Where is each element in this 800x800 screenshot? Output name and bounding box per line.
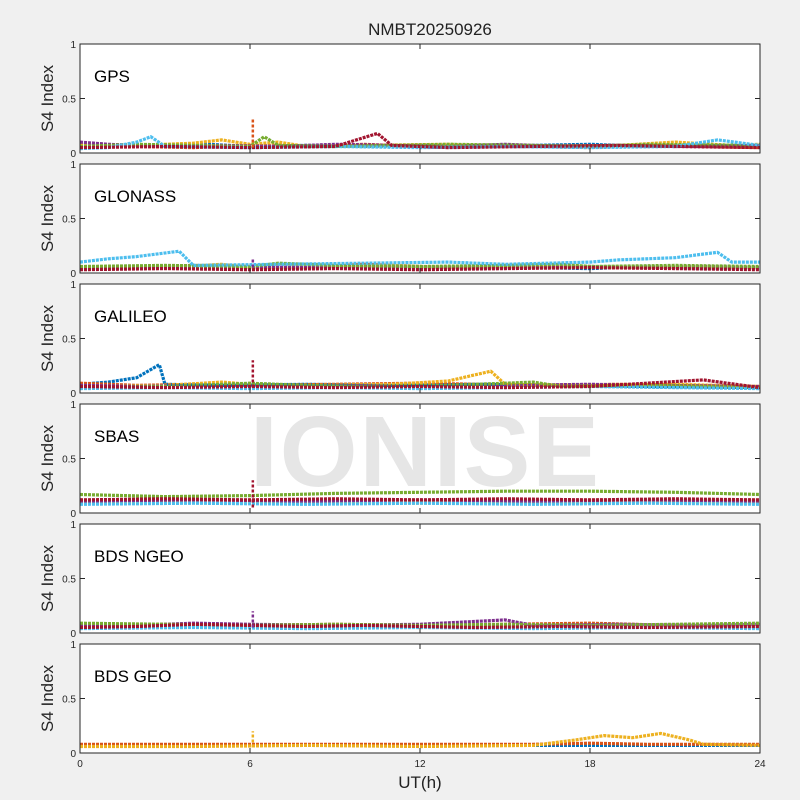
y-tick-label: 1 bbox=[70, 640, 76, 651]
panel-bds-ngeo: 0 0.5 1 S4 Index BDS NGEO bbox=[38, 520, 761, 640]
panel-glonass: 0 0.5 1 S4 Index GLONASS bbox=[38, 160, 761, 280]
series-line bbox=[80, 731, 761, 749]
y-tick-label: 0.5 bbox=[62, 95, 76, 106]
x-tick-label: 12 bbox=[414, 759, 426, 770]
y-tick-label: 0.5 bbox=[62, 215, 76, 226]
figure-title: NMBT20250926 bbox=[368, 20, 492, 39]
panel-sbas: 0 0.5 1 S4 Index SBAS bbox=[38, 400, 761, 520]
series-line bbox=[79, 249, 760, 267]
series-line bbox=[79, 501, 761, 506]
y-tick-label: 0.5 bbox=[62, 695, 76, 706]
series-line bbox=[79, 131, 761, 150]
series-line bbox=[79, 489, 761, 499]
panel-label: GPS bbox=[94, 67, 130, 86]
panel-gps: 0 0.5 1 S4 Index GPS bbox=[38, 40, 761, 160]
panel-galileo: 0 0.5 1 S4 Index GALILEO bbox=[38, 280, 761, 400]
y-tick-label: 1 bbox=[70, 160, 76, 171]
panel-bds-geo: 0 0.5 1 S4 Index BDS GEO 0 6 12 18 24 bbox=[38, 640, 766, 770]
x-tick-label: 6 bbox=[247, 759, 253, 770]
panel-label: GLONASS bbox=[94, 187, 176, 206]
x-tick-label: 18 bbox=[584, 759, 596, 770]
series-line bbox=[79, 622, 761, 630]
y-axis-label: S4 Index bbox=[38, 304, 57, 372]
y-tick-label: 0 bbox=[70, 629, 76, 640]
panels-group: 0 0.5 1 S4 Index GPS 0 0.5 1 S4 Index GLONASS 0 0.5… bbox=[38, 40, 766, 770]
axes-background bbox=[80, 44, 760, 153]
y-tick-label: 0.5 bbox=[62, 575, 76, 586]
y-tick-label: 1 bbox=[70, 280, 76, 291]
y-tick-label: 0 bbox=[70, 269, 76, 280]
axes-background bbox=[80, 284, 760, 393]
y-tick-label: 1 bbox=[70, 400, 76, 411]
y-tick-label: 0 bbox=[70, 149, 76, 160]
y-tick-label: 0 bbox=[70, 389, 76, 400]
y-axis-label: S4 Index bbox=[38, 424, 57, 492]
series-line bbox=[79, 497, 761, 502]
y-tick-label: 0.5 bbox=[62, 455, 76, 466]
panel-label: SBAS bbox=[94, 427, 139, 446]
y-tick-label: 0 bbox=[70, 749, 76, 760]
panel-label: BDS NGEO bbox=[94, 547, 184, 566]
axes-background bbox=[80, 164, 760, 273]
series-line bbox=[79, 378, 761, 390]
x-tick-label: 24 bbox=[754, 759, 766, 770]
y-axis-label: S4 Index bbox=[38, 664, 57, 732]
series-line bbox=[80, 741, 760, 746]
axes-background bbox=[80, 524, 760, 633]
panel-label: GALILEO bbox=[94, 307, 167, 326]
axes-background bbox=[80, 644, 760, 753]
x-tick-label: 0 bbox=[77, 759, 83, 770]
y-tick-label: 1 bbox=[70, 40, 76, 51]
y-axis-label: S4 Index bbox=[38, 184, 57, 252]
y-tick-label: 0.5 bbox=[62, 335, 76, 346]
x-axis-label: UT(h) bbox=[398, 773, 441, 792]
y-axis-label: S4 Index bbox=[38, 544, 57, 612]
y-axis-label: S4 Index bbox=[38, 64, 57, 132]
y-tick-label: 0 bbox=[70, 509, 76, 520]
panel-label: BDS GEO bbox=[94, 667, 171, 686]
y-tick-label: 1 bbox=[70, 520, 76, 531]
series-line bbox=[79, 135, 761, 151]
